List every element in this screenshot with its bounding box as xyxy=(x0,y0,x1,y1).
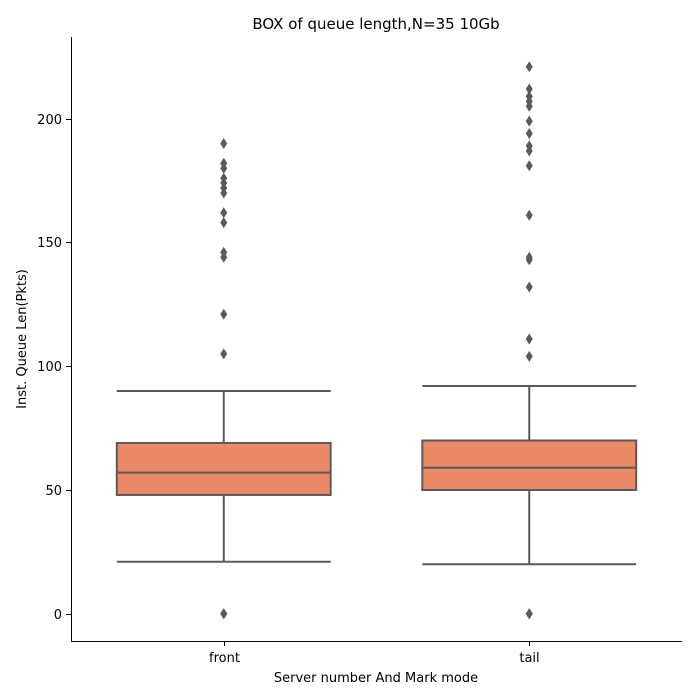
outlier-point xyxy=(220,207,228,219)
outlier-point xyxy=(525,90,533,102)
box-group-tail xyxy=(421,61,638,620)
outlier-point xyxy=(525,209,533,221)
x-axis-ticks: front tail xyxy=(209,641,540,666)
outlier-point xyxy=(525,251,533,263)
iqr-box xyxy=(115,441,332,496)
outlier-point xyxy=(525,115,533,127)
outlier-point xyxy=(525,333,533,345)
outlier-point xyxy=(220,137,228,149)
outlier-point xyxy=(220,172,228,184)
outlier-point xyxy=(525,160,533,172)
box-group-front xyxy=(115,137,332,620)
iqr-box xyxy=(421,439,638,491)
outlier-point xyxy=(220,308,228,320)
plot-area xyxy=(115,61,638,620)
outlier-point xyxy=(525,61,533,73)
y-tick-label: 200 xyxy=(37,113,62,128)
outlier-point xyxy=(220,348,228,360)
outlier-point xyxy=(525,128,533,140)
y-tick-label: 50 xyxy=(45,484,62,499)
x-axis-label: Server number And Mark mode xyxy=(274,671,478,686)
outlier-point xyxy=(525,140,533,152)
chart-title: BOX of queue length,N=35 10Gb xyxy=(252,15,499,33)
outlier-point xyxy=(220,608,228,620)
y-tick-label: 150 xyxy=(37,236,62,251)
x-tick-label-tail: tail xyxy=(519,651,539,666)
outlier-point xyxy=(220,217,228,229)
y-axis-ticks: 0 50 100 150 200 xyxy=(37,113,71,623)
y-axis-label: Inst. Queue Len(Pkts) xyxy=(15,269,30,409)
y-tick-label: 0 xyxy=(54,608,62,623)
outlier-point xyxy=(220,157,228,169)
outlier-point xyxy=(525,350,533,362)
outlier-point xyxy=(525,608,533,620)
x-tick-label-front: front xyxy=(209,651,240,666)
outlier-point xyxy=(525,83,533,95)
outlier-point xyxy=(220,246,228,258)
y-tick-label: 100 xyxy=(37,360,62,375)
outlier-point xyxy=(525,281,533,293)
